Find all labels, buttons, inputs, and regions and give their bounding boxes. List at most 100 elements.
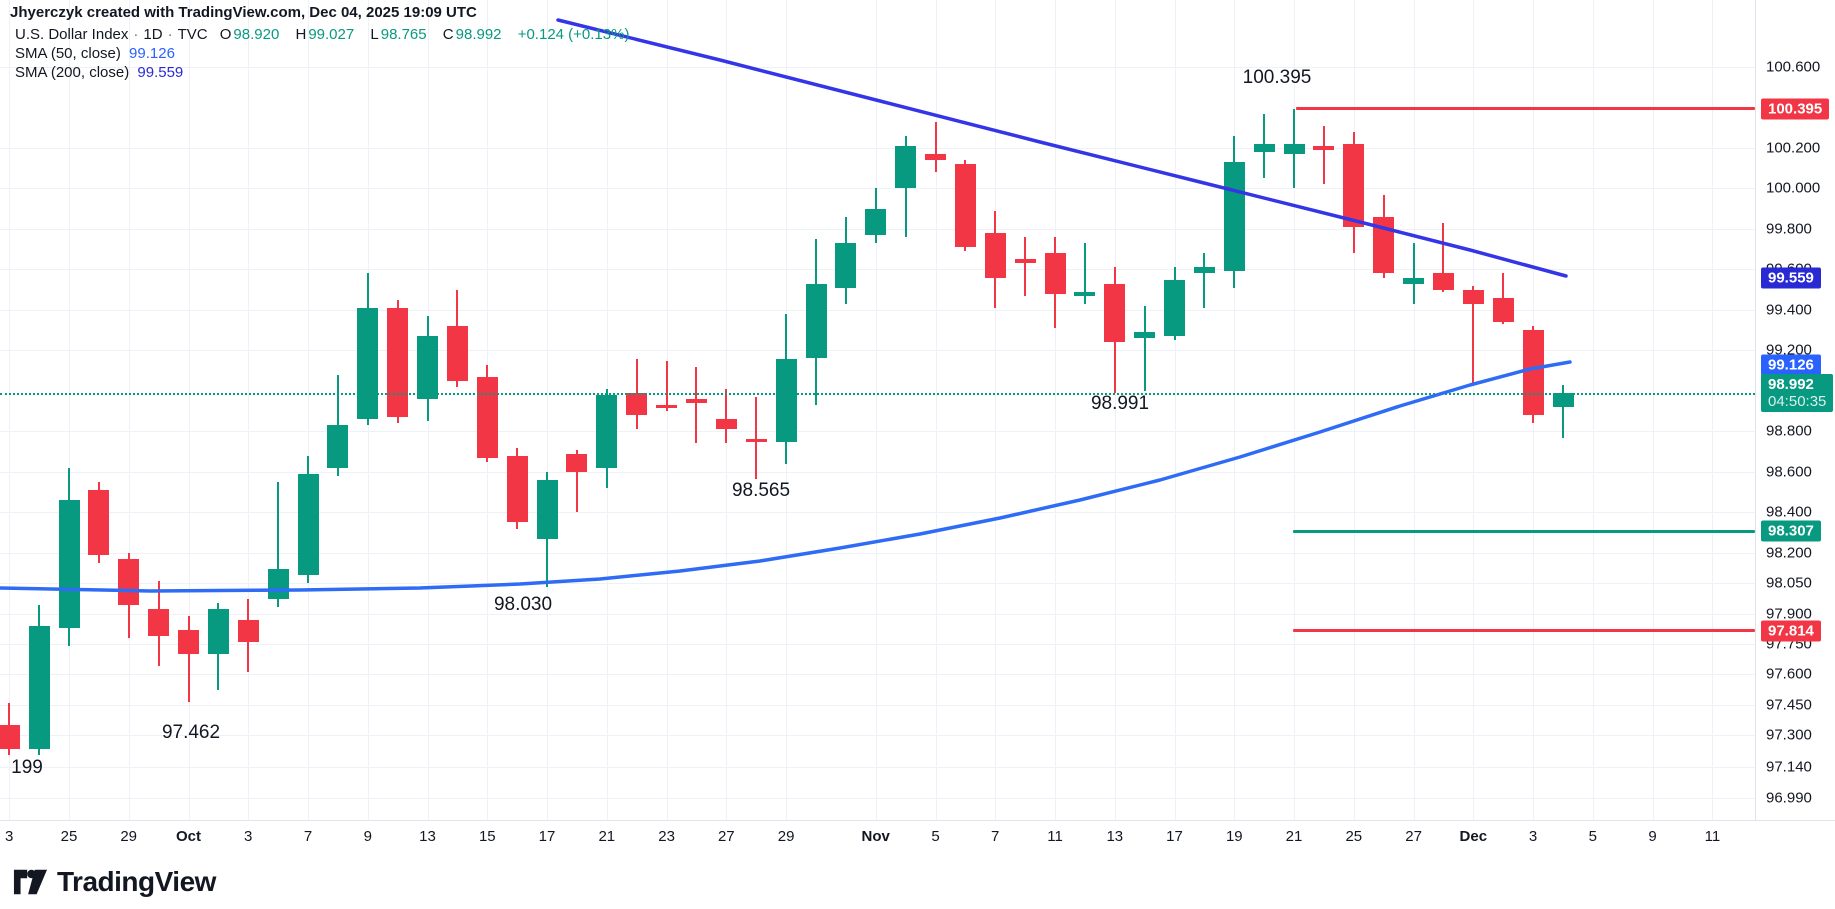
price-gridline <box>0 350 1755 352</box>
sma50-value: 99.126 <box>129 45 175 62</box>
price-gridline <box>0 188 1755 190</box>
time-gridline <box>875 0 877 820</box>
price-gridline <box>0 431 1755 433</box>
price-axis-label: 99.800 <box>1766 220 1812 238</box>
time-axis-label: 17 <box>538 828 556 845</box>
price-annotation[interactable]: 98.030 <box>493 594 553 615</box>
candle <box>0 724 20 750</box>
bar-countdown: 04:50:35 <box>1768 392 1827 410</box>
time-axis-label: 23 <box>658 828 675 845</box>
candle-wick <box>1562 385 1564 439</box>
price-gridline <box>0 704 1755 706</box>
candle-wick <box>575 449 578 513</box>
price-annotation[interactable]: 100.395 <box>1242 67 1312 88</box>
candle <box>207 609 229 654</box>
chart-plot-area[interactable]: 100.395 98.991 98.565 98.030 97.462 199 U.S. … <box>0 0 1755 820</box>
time-axis-label: Dec <box>1459 828 1488 845</box>
legend-symbol-row[interactable]: U.S. Dollar Index · 1D · TVC O 98.920 H 99.027… <box>15 26 630 43</box>
candle <box>1313 145 1335 150</box>
price-axis-label: 97.900 <box>1766 605 1812 622</box>
time-axis-label: 19 <box>1225 828 1243 845</box>
resistance-line-100-395[interactable] <box>1296 107 1755 110</box>
price-gridline <box>0 552 1755 554</box>
symbol-title[interactable]: U.S. Dollar Index <box>15 26 129 43</box>
time-axis-label: 17 <box>1166 828 1183 845</box>
price-axis-label: 98.800 <box>1766 422 1812 440</box>
legend-sma200-row[interactable]: SMA (200, close) 99.559 <box>15 64 631 82</box>
candle <box>1283 143 1305 154</box>
candle <box>1343 143 1365 227</box>
sma200-line[interactable] <box>556 18 1568 278</box>
candle <box>387 307 409 418</box>
time-axis-label: 7 <box>991 828 1000 845</box>
moving-average-lines <box>0 18 1572 593</box>
candle-wick <box>934 121 937 173</box>
sma50-line[interactable] <box>0 360 1572 593</box>
candle <box>417 336 438 399</box>
candle-wick <box>277 481 280 608</box>
time-axis-label: 13 <box>1106 828 1124 845</box>
time-gridline <box>9 0 11 820</box>
price-gridline <box>0 512 1755 514</box>
tradingview-logo[interactable]: TradingView <box>13 866 216 898</box>
symbol-exchange: TVC <box>177 26 208 43</box>
low-value: 98.765 <box>380 26 427 43</box>
price-axis[interactable]: 100.600100.200100.00099.80099.60099.4009… <box>1755 0 1835 850</box>
candle <box>1432 273 1454 290</box>
sma200-price-label: 99.559 <box>1761 267 1821 289</box>
candle <box>865 208 887 235</box>
candle <box>1134 332 1156 339</box>
price-gridline <box>0 269 1755 271</box>
candle <box>745 439 767 443</box>
candle-wick <box>725 388 728 444</box>
support-line-97-814[interactable] <box>1293 629 1755 633</box>
symbol-interval[interactable]: 1D <box>143 26 163 43</box>
candle <box>1074 291 1096 296</box>
time-gridline <box>1114 0 1116 820</box>
lower-support-price-label: 97.814 <box>1761 620 1821 642</box>
time-gridline <box>308 0 309 820</box>
last-price-countdown-label: 98.992 04:50:35 <box>1761 373 1834 412</box>
price-axis-label: 98.050 <box>1766 574 1812 592</box>
time-axis-label: 9 <box>1648 828 1657 845</box>
price-gridline <box>0 643 1755 645</box>
candle <box>476 376 498 458</box>
price-annotation[interactable]: 98.991 <box>1090 393 1150 414</box>
high-value: 99.027 <box>308 26 355 43</box>
time-gridline <box>1353 0 1355 820</box>
candle <box>1552 392 1574 408</box>
candle <box>1014 259 1036 264</box>
legend-sma50-row[interactable]: SMA (50, close) 99.126 <box>15 45 631 63</box>
candle-wick <box>1083 243 1086 304</box>
time-axis[interactable]: 3 25 29 Oct 3 7 9 13 15 17 21 23 27 29 Nov 5 7 11 13 17 19 21… <box>0 820 1835 851</box>
price-annotation[interactable]: 97.462 <box>161 722 221 743</box>
time-gridline <box>188 0 190 820</box>
time-axis-label: 15 <box>478 828 496 845</box>
time-gridline <box>1234 0 1236 820</box>
open-value: 98.920 <box>233 26 280 43</box>
price-axis-label: 100.200 <box>1766 139 1821 157</box>
time-axis-label: 11 <box>1047 828 1063 845</box>
time-axis-label: 3 <box>5 828 14 845</box>
price-gridline <box>0 148 1755 149</box>
price-annotation[interactable]: 199 <box>11 757 43 778</box>
candle <box>1044 253 1066 294</box>
time-axis-label: 11 <box>1704 828 1721 845</box>
candle <box>88 490 110 555</box>
price-gridline <box>0 583 1755 585</box>
time-gridline <box>1473 0 1475 820</box>
candle-wick <box>1472 285 1475 385</box>
candle <box>805 283 827 359</box>
candle <box>1253 143 1275 152</box>
candle <box>895 145 917 189</box>
candle-wick <box>1024 237 1027 296</box>
time-gridline <box>1174 0 1176 820</box>
candle-wick <box>665 360 668 412</box>
price-annotation[interactable]: 98.565 <box>731 480 791 501</box>
sma200-value: 99.559 <box>137 64 184 81</box>
sma50-price-label: 99.126 <box>1761 354 1821 376</box>
candle <box>1193 267 1215 274</box>
support-line-98-307[interactable] <box>1293 529 1755 533</box>
time-axis-label: 25 <box>60 828 78 845</box>
candle <box>178 629 199 654</box>
